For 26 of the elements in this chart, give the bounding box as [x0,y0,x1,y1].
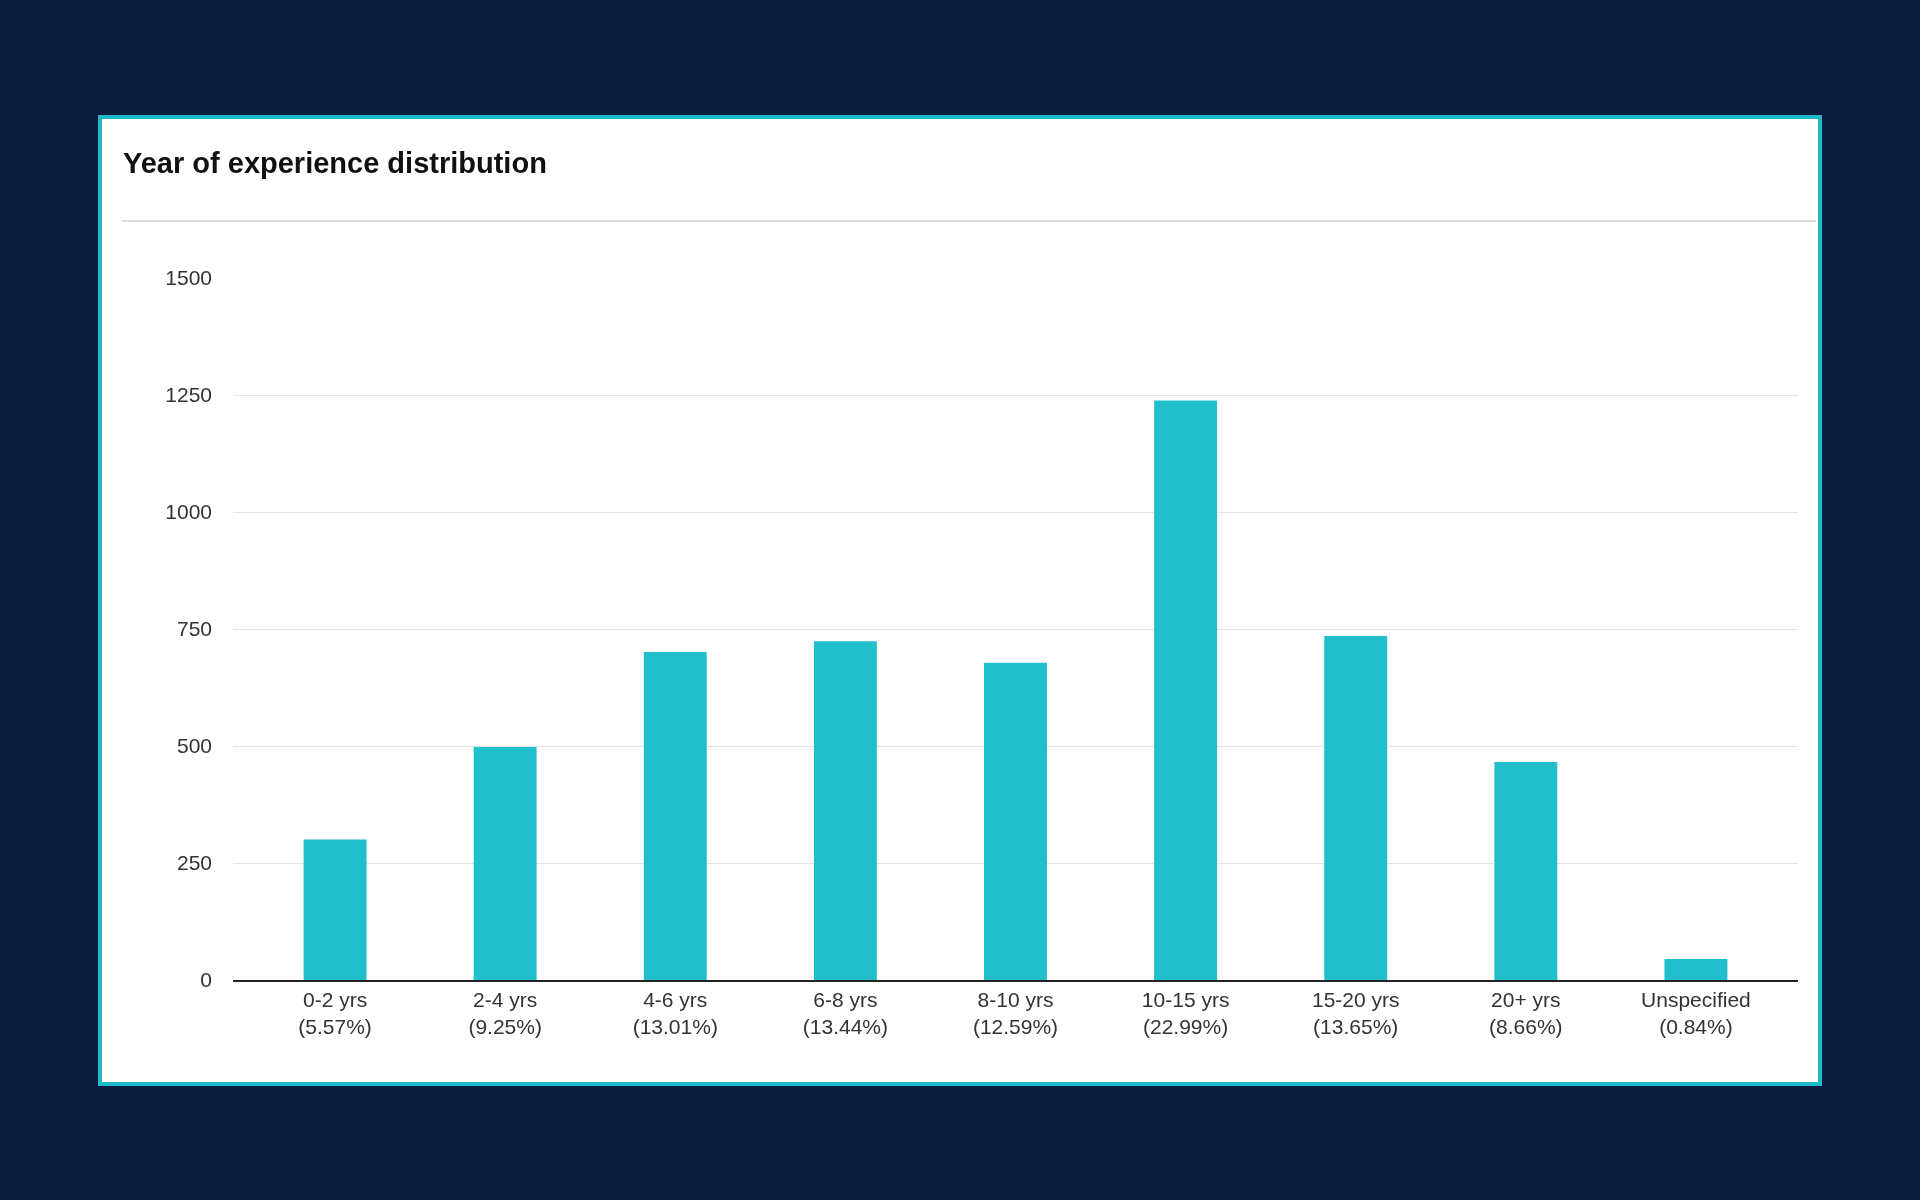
y-tick-label: 750 [176,617,212,641]
y-tick-label: 1000 [165,500,212,524]
x-tick-label: 8-10 yrs (12.59%) [972,987,1059,1039]
bar [643,651,707,980]
bar [303,839,367,980]
x-tick-label: Unspecified (0.84%) [1641,987,1751,1039]
y-tick-label: 1250 [165,383,212,407]
bar [1154,400,1218,980]
bar [1664,958,1728,980]
x-tick-label: 6-8 yrs (13.44%) [802,987,888,1039]
x-tick-label: 0-2 yrs (5.57%) [298,987,372,1039]
bar [1494,761,1558,980]
x-tick-label: 20+ yrs (8.66%) [1489,987,1563,1039]
bar [813,641,877,980]
bar [984,662,1047,980]
bar [1324,636,1388,980]
x-tick-label: 2-4 yrs (9.25%) [468,987,542,1039]
y-tick-label: 250 [176,851,212,875]
y-tick-label: 1500 [165,266,212,290]
y-tick-label: 0 [200,968,212,992]
x-tick-label: 4-6 yrs (13.01%) [632,987,718,1039]
chart-title: Year of experience distribution [123,147,547,179]
x-tick-label: 15-20 yrs (13.65%) [1311,987,1400,1039]
y-tick-label: 500 [176,734,212,758]
x-tick-label: 10-15 yrs (22.99%) [1141,987,1230,1039]
bar [473,746,537,980]
